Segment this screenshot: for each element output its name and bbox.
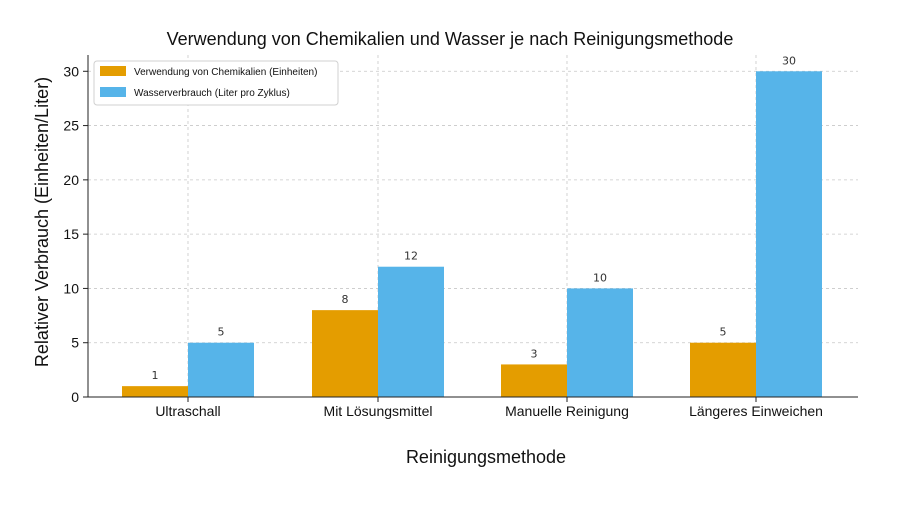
y-tick-label: 15 — [63, 226, 79, 242]
y-tick-label: 20 — [63, 172, 79, 188]
bar-chemicals — [312, 310, 378, 397]
y-ticks: 0 5 10 15 20 25 30 — [63, 63, 88, 405]
data-label: 1 — [152, 369, 159, 382]
y-tick-label: 5 — [71, 335, 79, 351]
bar-chemicals — [501, 364, 567, 397]
data-label: 30 — [782, 54, 796, 67]
bar-chemicals — [122, 386, 188, 397]
bar-water — [188, 342, 254, 397]
y-axis-label: Relativer Verbrauch (Einheiten/Liter) — [32, 77, 52, 367]
bar-chemicals — [690, 342, 756, 397]
x-tick-label: Manuelle Reinigung — [505, 403, 629, 419]
bars — [122, 71, 822, 398]
legend-label-chemicals: Verwendung von Chemikalien (Einheiten) — [134, 67, 317, 78]
legend-label-water: Wasserverbrauch (Liter pro Zyklus) — [134, 88, 290, 99]
data-label: 5 — [218, 326, 225, 339]
legend-box — [93, 60, 339, 106]
y-tick-label: 25 — [63, 118, 79, 134]
legend-swatch-water — [100, 87, 126, 97]
legend-swatch-chemicals — [100, 66, 126, 76]
data-label: 12 — [404, 250, 418, 263]
grid-lines — [88, 55, 858, 397]
x-ticks: Ultraschall Mit Lösungsmittel Manuelle Rei… — [155, 397, 823, 419]
x-axis-label: Reinigungsmethode — [406, 447, 566, 467]
bar-water — [567, 288, 633, 397]
x-tick-label: Längeres Einweichen — [689, 403, 823, 419]
y-tick-label: 30 — [63, 63, 79, 79]
y-tick-label: 10 — [63, 280, 79, 296]
data-label: 3 — [531, 347, 538, 360]
bar-water — [378, 266, 444, 397]
legend: Verwendung von Chemikalien (Einheiten) W… — [93, 60, 339, 106]
data-labels: 1 5 8 12 3 10 5 30 — [152, 54, 797, 382]
data-label: 8 — [342, 293, 349, 306]
data-label: 5 — [720, 326, 727, 339]
x-tick-label: Ultraschall — [155, 403, 220, 419]
y-tick-label: 0 — [71, 389, 79, 405]
bar-water — [756, 71, 822, 398]
x-tick-label: Mit Lösungsmittel — [324, 403, 433, 419]
chart-title: Verwendung von Chemikalien und Wasser je… — [167, 29, 734, 49]
data-label: 10 — [593, 271, 607, 284]
